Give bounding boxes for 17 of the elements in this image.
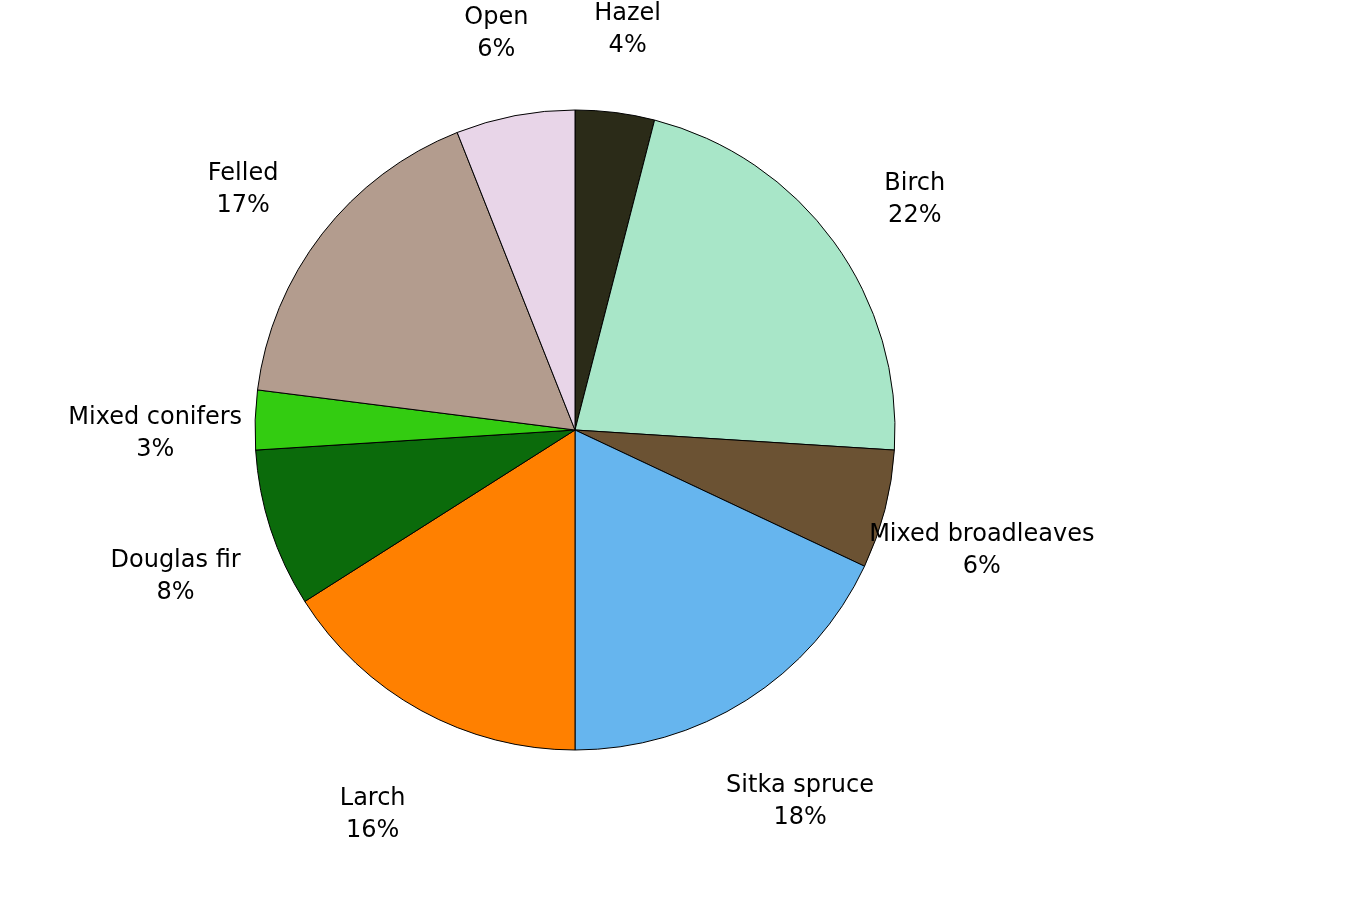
slice-label: Open bbox=[464, 2, 529, 31]
data-label: 3% bbox=[136, 433, 175, 462]
data-label: 8% bbox=[156, 576, 195, 605]
data-label: 6% bbox=[477, 34, 516, 63]
slice-label: Hazel bbox=[594, 0, 662, 27]
slice-label: Birch bbox=[884, 168, 946, 197]
data-label: 4% bbox=[608, 30, 647, 59]
slice-label: Douglas fir bbox=[110, 544, 241, 573]
data-label: 22% bbox=[888, 200, 942, 229]
slice-label: Sitka spruce bbox=[726, 769, 874, 798]
slice-label: Mixed conifers bbox=[68, 401, 243, 430]
slice-label: Larch bbox=[339, 783, 406, 812]
data-label: 18% bbox=[773, 801, 827, 830]
data-label: 17% bbox=[216, 189, 270, 218]
slice-label: Felled bbox=[207, 157, 279, 186]
data-label: 6% bbox=[962, 551, 1001, 580]
data-label: 16% bbox=[345, 815, 400, 844]
